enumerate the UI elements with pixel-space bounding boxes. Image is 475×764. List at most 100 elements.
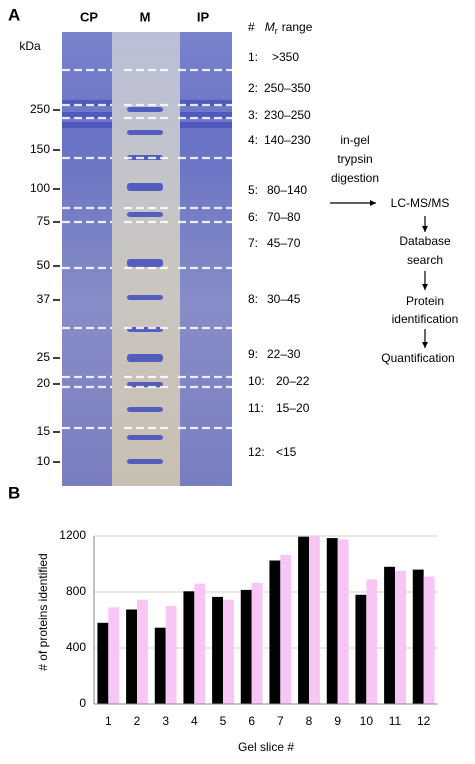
- slice-number: 3:: [248, 108, 258, 122]
- marker-band: [127, 407, 163, 412]
- slice-number: 2:: [248, 81, 258, 95]
- y-tick-label: 400: [66, 640, 86, 654]
- slice-number: 7:: [248, 236, 258, 250]
- marker-label: 75: [37, 214, 51, 228]
- workflow-step: digestion: [331, 171, 379, 185]
- bar: [212, 596, 223, 704]
- lane-band: [62, 122, 112, 128]
- bar: [366, 579, 378, 704]
- x-tick-label: 12: [417, 714, 431, 728]
- marker-label: 15: [37, 424, 51, 438]
- gel-lane-ip: [180, 32, 232, 486]
- bar: [223, 599, 234, 704]
- x-tick-label: 6: [248, 714, 255, 728]
- marker-label: 10: [37, 454, 51, 468]
- bar: [137, 599, 148, 704]
- workflow-step: Database: [399, 234, 451, 248]
- slice-number: 5:: [248, 183, 258, 197]
- slice-range: 22–30: [267, 347, 301, 361]
- lane-label: IP: [197, 9, 210, 24]
- gel-lane-cp: [62, 32, 112, 486]
- range-header: # Mr range: [248, 20, 313, 36]
- arrow-head: [422, 226, 428, 232]
- marker-label: 25: [37, 350, 51, 364]
- bar: [108, 607, 120, 704]
- lane-label: M: [140, 9, 151, 24]
- x-tick-label: 5: [220, 714, 227, 728]
- lane-band: [180, 100, 232, 106]
- marker-band: [127, 155, 163, 160]
- x-tick-label: 7: [277, 714, 284, 728]
- slice-range: 30–45: [267, 292, 301, 306]
- bar: [423, 576, 435, 704]
- marker-label: 250: [30, 102, 50, 116]
- lane-band: [62, 112, 112, 118]
- lane-band: [62, 100, 112, 106]
- range-header-sub: r: [275, 26, 278, 36]
- marker-label: 50: [37, 258, 51, 272]
- workflow-step: identification: [392, 312, 459, 326]
- x-tick-label: 11: [389, 714, 402, 728]
- y-axis-label: # of proteins identified: [36, 553, 50, 670]
- gel-image: [62, 32, 232, 486]
- marker-band: [127, 354, 163, 362]
- bar: [337, 539, 349, 704]
- marker-band: [127, 435, 163, 440]
- marker-band: [127, 107, 163, 112]
- marker-band: [127, 327, 163, 332]
- range-header-m: M: [265, 20, 275, 34]
- panel-label: A: [8, 5, 20, 24]
- slice-number: 4:: [248, 133, 258, 147]
- unit-label: kDa: [19, 39, 41, 53]
- slice-number: 9:: [248, 347, 258, 361]
- marker-band: [127, 212, 163, 217]
- slice-number: 8:: [248, 292, 258, 306]
- slice-range: 250–350: [264, 81, 311, 95]
- bar: [395, 571, 406, 704]
- bar: [269, 560, 281, 704]
- arrow-head: [370, 200, 376, 206]
- marker-band: [127, 295, 163, 300]
- slice-range: 45–70: [267, 236, 301, 250]
- slice-number: 12:: [248, 445, 265, 459]
- range-header-hash: #: [248, 20, 255, 34]
- y-tick-label: 1200: [59, 528, 86, 542]
- lane-label: CP: [80, 9, 98, 24]
- bar: [97, 622, 109, 704]
- marker-label: 150: [30, 142, 50, 156]
- workflow-step: in-gel: [340, 133, 369, 147]
- slice-range: 70–80: [267, 210, 301, 224]
- workflow-step: Protein: [406, 294, 444, 308]
- lane-band: [180, 122, 232, 128]
- arrow-head: [422, 284, 428, 290]
- bar: [384, 566, 395, 704]
- bar: [309, 536, 320, 704]
- slice-number: 6:: [248, 210, 258, 224]
- lane-band: [180, 112, 232, 118]
- slice-number: 1:: [248, 50, 258, 64]
- bar: [355, 594, 367, 704]
- bar: [165, 606, 177, 704]
- x-axis-label: Gel slice #: [238, 740, 294, 754]
- x-tick-label: 8: [306, 714, 313, 728]
- slice-range: 80–140: [267, 183, 307, 197]
- marker-label: 37: [37, 292, 51, 306]
- marker-label: 100: [30, 181, 50, 195]
- x-tick-label: 9: [334, 714, 341, 728]
- y-tick-label: 0: [79, 696, 86, 710]
- workflow-step: search: [407, 253, 443, 267]
- bar: [412, 569, 424, 704]
- marker-band: [127, 183, 163, 191]
- bar: [183, 591, 195, 704]
- bar: [251, 582, 263, 704]
- slice-range: 20–22: [276, 374, 310, 388]
- arrow-head: [422, 342, 428, 348]
- x-tick-label: 4: [191, 714, 198, 728]
- slice-number: 11:: [248, 401, 264, 415]
- x-tick-label: 3: [162, 714, 169, 728]
- range-header-range: range: [282, 20, 313, 34]
- slice-number: 10:: [248, 374, 265, 388]
- x-tick-label: 1: [105, 714, 112, 728]
- marker-band: [127, 459, 163, 464]
